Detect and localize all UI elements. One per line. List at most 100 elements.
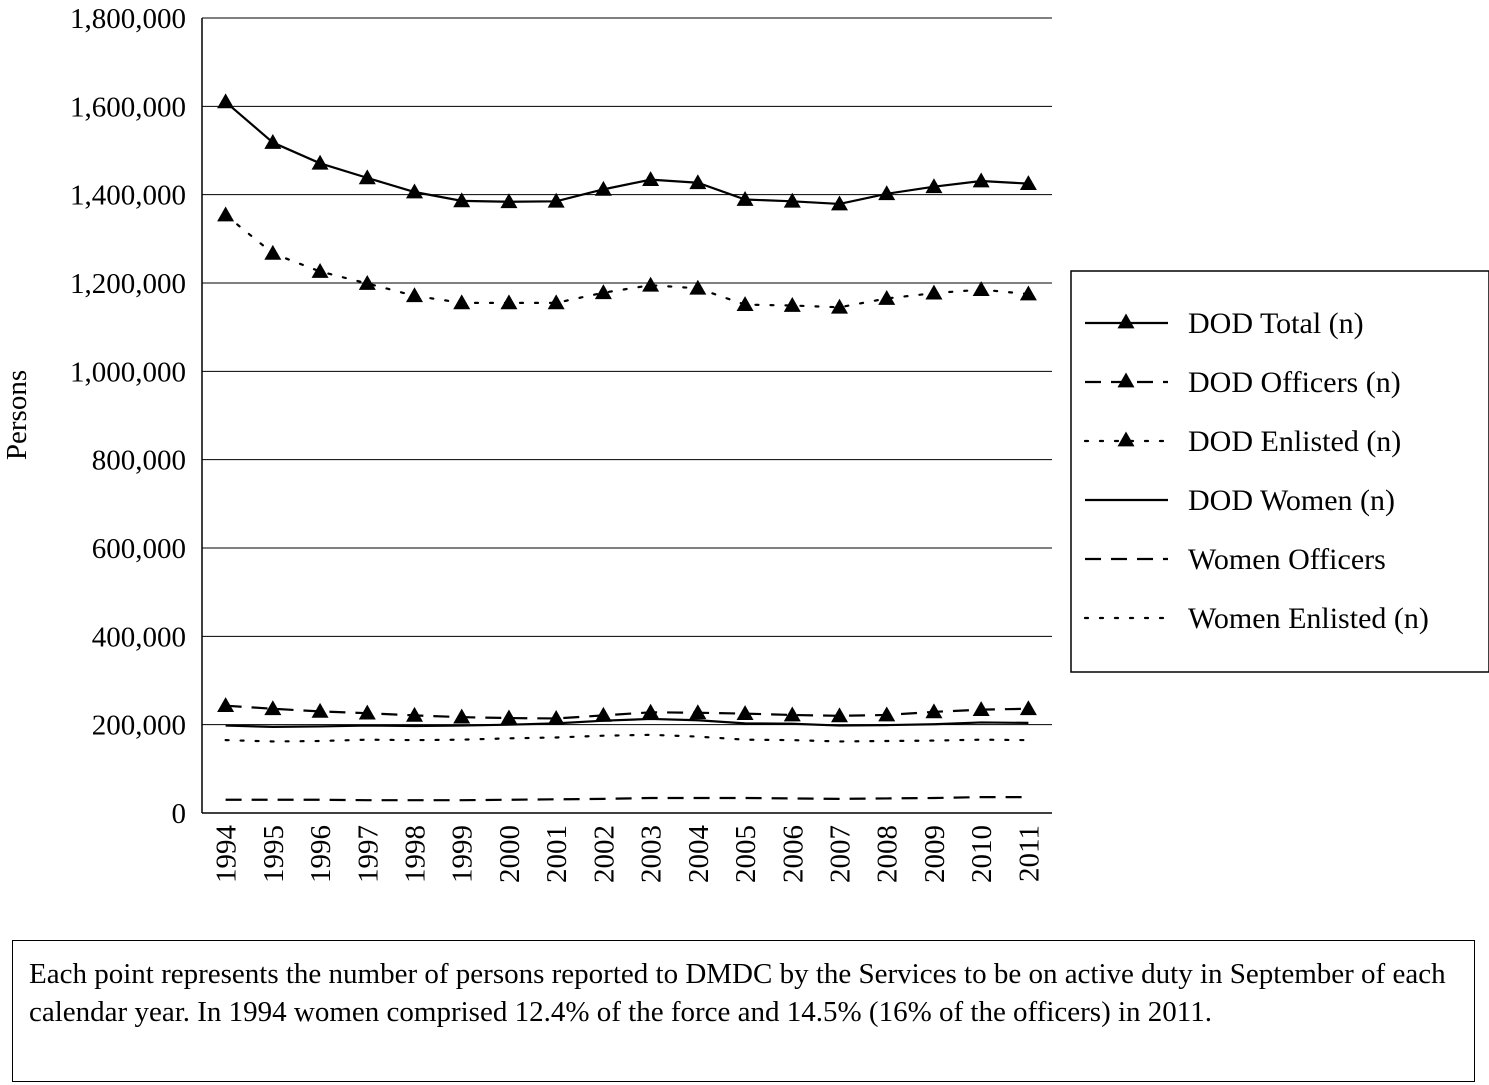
x-tick-label: 2002: [588, 825, 620, 883]
data-point: [217, 697, 235, 713]
data-point: [406, 287, 423, 303]
x-tick-label: 2010: [966, 825, 998, 883]
data-point: [453, 294, 471, 310]
data-point: [831, 195, 848, 211]
series: [217, 206, 1037, 314]
caption-box: Each point represents the number of pers…: [12, 940, 1475, 1082]
data-point: [1019, 700, 1037, 716]
x-tick-label: 1995: [258, 825, 290, 883]
series: [217, 93, 1037, 211]
series-layer: [217, 93, 1037, 802]
legend-label: Women Officers: [1188, 543, 1386, 576]
series-line: [225, 795, 1029, 802]
data-point: [311, 154, 329, 170]
data-point: [689, 704, 707, 720]
data-point: [500, 193, 518, 209]
data-point: [972, 281, 990, 296]
x-tick-label: 2001: [541, 825, 573, 883]
legend-item: DOD Women (n): [1085, 484, 1395, 517]
y-tick-label: 600,000: [92, 533, 186, 565]
data-point: [547, 192, 565, 208]
data-point: [311, 263, 329, 278]
data-point: [783, 297, 801, 312]
data-point: [217, 93, 235, 109]
data-point: [406, 706, 423, 722]
data-point: [264, 134, 282, 149]
y-tick-label: 1,400,000: [70, 180, 186, 212]
data-point: [783, 706, 801, 722]
x-tick-label: 1999: [447, 825, 479, 883]
data-point: [831, 298, 848, 314]
y-tick-label: 1,200,000: [70, 268, 186, 300]
data-point: [642, 171, 660, 187]
legend-marker: [1117, 431, 1135, 447]
y-tick-labels: 0 200,000 400,000 600,000 800,000 1,000,000 1,…: [70, 3, 186, 830]
x-tick-label: 2009: [919, 825, 951, 883]
data-point: [594, 706, 612, 722]
data-point: [783, 192, 801, 208]
series: [225, 795, 1029, 802]
legend-item: DOD Enlisted (n): [1083, 425, 1401, 458]
series-line: [225, 704, 1029, 720]
x-tick-label: 2008: [872, 825, 904, 883]
y-axis-label: Persons: [1, 370, 33, 460]
series: [224, 733, 1030, 743]
legend-label: Women Enlisted (n): [1188, 602, 1429, 635]
y-tick-label: 400,000: [92, 621, 186, 653]
data-point: [878, 289, 896, 305]
data-point: [878, 706, 896, 722]
line-chart: 0 200,000 400,000 600,000 800,000 1,000,000 1,…: [1, 3, 1489, 884]
data-point: [406, 183, 423, 199]
data-point: [642, 276, 660, 292]
data-point: [972, 701, 990, 717]
legend-label: DOD Enlisted (n): [1188, 425, 1401, 458]
legend-box: [1070, 270, 1489, 673]
data-point: [878, 185, 896, 201]
x-tick-label: 1996: [305, 825, 337, 883]
data-point: [831, 707, 848, 723]
data-point: [736, 705, 754, 720]
data-point: [925, 703, 943, 719]
gridlines: [202, 17, 1052, 726]
data-point: [358, 274, 376, 290]
x-tick-label: 2005: [730, 825, 762, 883]
data-point: [311, 702, 329, 718]
y-tick-label: 1,000,000: [70, 356, 186, 388]
legend: DOD Total (n) DOD Officers (n) DOD Enliste…: [1070, 270, 1489, 673]
legend-marker: [1117, 313, 1135, 329]
y-tick-label: 1,800,000: [70, 3, 186, 35]
legend-label: DOD Total (n): [1188, 307, 1364, 340]
data-point: [358, 169, 376, 185]
data-point: [689, 174, 707, 190]
x-tick-label: 1997: [352, 825, 384, 883]
data-point: [689, 279, 707, 295]
series-line: [224, 213, 1030, 309]
x-tick-label: 2003: [636, 825, 668, 883]
data-point: [217, 206, 235, 222]
series-line: [224, 101, 1029, 206]
data-point: [358, 704, 376, 720]
series: [217, 697, 1037, 725]
data-point: [547, 709, 565, 725]
data-point: [736, 296, 754, 312]
series-line: [225, 717, 1029, 728]
data-point: [642, 703, 660, 719]
data-point: [594, 284, 612, 300]
data-point: [972, 172, 990, 188]
data-point: [925, 178, 943, 194]
series-line: [224, 733, 1030, 743]
x-tick-label: 2004: [683, 825, 715, 884]
y-tick-label: 1,600,000: [70, 91, 186, 123]
data-point: [500, 294, 518, 310]
x-tick-label: 2011: [1013, 825, 1045, 882]
data-point: [264, 700, 282, 716]
data-point: [925, 284, 943, 300]
y-tick-label: 800,000: [92, 445, 186, 477]
legend-label: DOD Women (n): [1188, 484, 1395, 517]
legend-marker: [1117, 372, 1135, 388]
legend-item: DOD Total (n): [1085, 307, 1364, 340]
data-point: [594, 180, 612, 196]
y-tick-label: 0: [172, 798, 187, 830]
x-tick-label: 2007: [825, 825, 857, 883]
data-point: [453, 708, 471, 724]
